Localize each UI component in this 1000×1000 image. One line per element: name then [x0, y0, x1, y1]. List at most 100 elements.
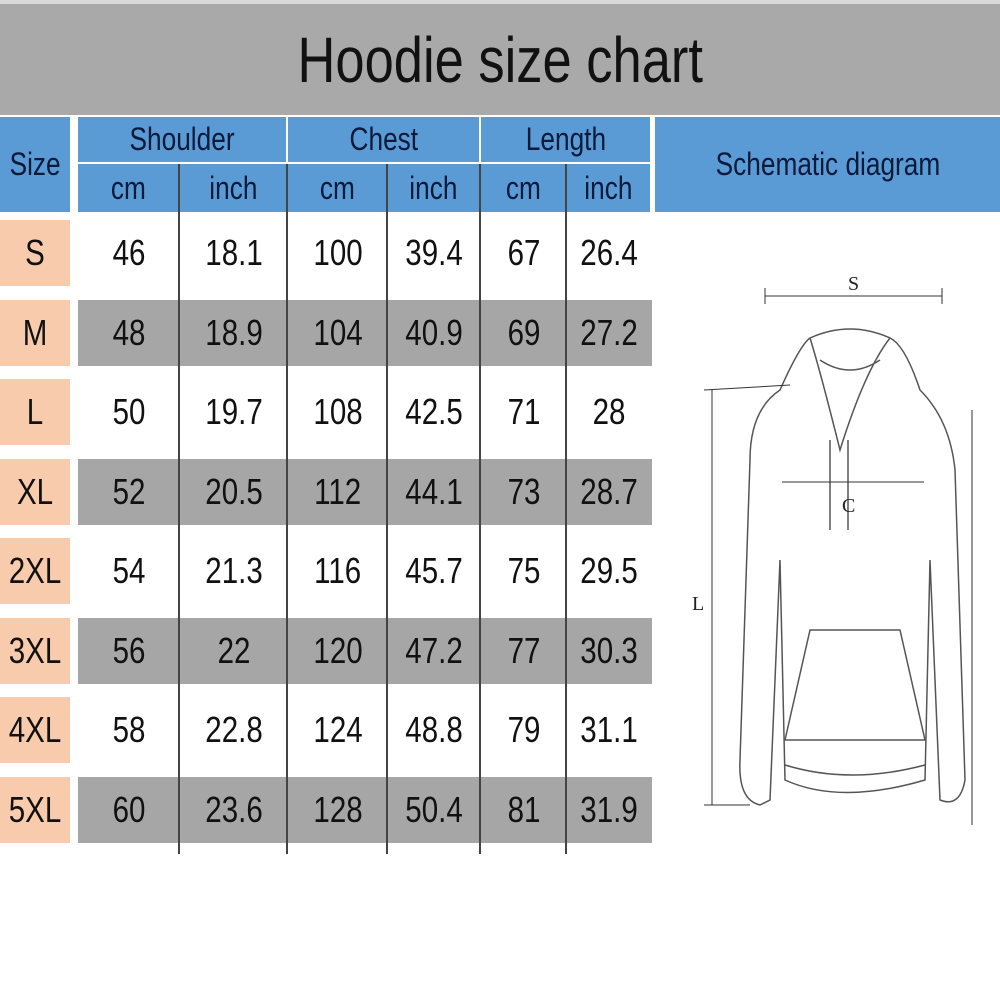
size-cell-text: 5XL	[8, 788, 62, 830]
value-cell-text: 39.4	[405, 232, 464, 273]
value-cell: 69	[481, 300, 567, 366]
value-cell-text: 30.3	[580, 629, 639, 671]
value-cell: 124	[288, 697, 388, 763]
value-cell: 116	[288, 538, 388, 604]
value-cell: 50	[78, 379, 180, 445]
value-cell: 112	[288, 459, 388, 525]
value-cell-text: 58	[112, 709, 146, 750]
unit-header: inch	[567, 164, 650, 212]
value-cell-text: 23.6	[205, 788, 263, 830]
row-band	[78, 538, 652, 604]
value-cell-text: 29.5	[580, 550, 639, 591]
value-cell: 28	[567, 379, 652, 445]
value-cell-text: 28	[593, 391, 626, 432]
size-cell: 4XL	[0, 697, 70, 763]
size-cell-text: M	[22, 311, 48, 353]
size-cell: XL	[0, 458, 70, 525]
size-cell-text: XL	[16, 470, 54, 512]
value-cell-text: 40.9	[405, 311, 464, 353]
row-band	[78, 458, 652, 525]
value-cell-text: 108	[313, 391, 363, 432]
value-cell: 60	[78, 777, 180, 843]
value-cell-text: 47.2	[405, 629, 464, 671]
unit-header-text: cm	[505, 169, 541, 206]
value-cell-text: 56	[112, 629, 146, 671]
value-cell-text: 79	[507, 709, 541, 750]
value-cell: 48.8	[388, 697, 481, 763]
value-cell: 30.3	[567, 618, 652, 684]
column-divider	[178, 164, 180, 854]
value-cell-text: 50.4	[405, 788, 464, 830]
value-cell: 75	[481, 538, 567, 604]
row-band	[78, 697, 652, 763]
drawstrings	[829, 440, 849, 530]
pocket	[784, 629, 926, 741]
column-divider	[386, 164, 388, 854]
value-cell-text: 81	[507, 788, 541, 830]
value-cell-text: 73	[507, 470, 541, 512]
value-cell-text: 18.1	[205, 232, 263, 273]
value-cell-text: 75	[507, 550, 541, 591]
value-cell-text: 42.5	[405, 391, 464, 432]
value-cell-text: 22	[217, 629, 251, 671]
value-cell: 120	[288, 618, 388, 684]
value-cell: 27.2	[567, 300, 652, 366]
size-header-text: Size	[9, 146, 61, 182]
size-cell-text: L	[26, 391, 44, 432]
label-l: L	[692, 593, 704, 615]
value-cell-text: 31.9	[580, 788, 639, 830]
column-divider	[565, 164, 567, 854]
value-cell-text: 112	[314, 470, 362, 512]
value-cell: 42.5	[388, 379, 481, 445]
value-cell: 56	[78, 618, 180, 684]
unit-header: inch	[180, 164, 286, 212]
size-cell: L	[0, 379, 70, 445]
value-cell: 22.8	[180, 697, 288, 763]
value-cell: 77	[481, 618, 567, 684]
value-cell: 128	[288, 777, 388, 843]
value-cell: 29.5	[567, 538, 652, 604]
value-cell-text: 104	[313, 311, 363, 353]
value-cell-text: 19.7	[205, 391, 263, 432]
value-cell: 28.7	[567, 459, 652, 525]
value-cell: 26.4	[567, 220, 652, 286]
value-cell: 104	[288, 300, 388, 366]
value-cell: 21.3	[180, 538, 288, 604]
value-cell: 81	[481, 777, 567, 843]
size-cell: S	[0, 220, 70, 286]
value-cell: 31.1	[567, 697, 652, 763]
hoodie-outline	[739, 328, 966, 806]
schematic-header: Schematic diagram	[655, 117, 1000, 212]
unit-header-text: inch	[208, 169, 258, 206]
hood	[809, 337, 891, 453]
value-cell-text: 28.7	[580, 470, 639, 512]
value-cell: 71	[481, 379, 567, 445]
value-cell-text: 21.3	[205, 550, 263, 591]
value-cell-text: 22.8	[205, 709, 263, 750]
value-cell: 58	[78, 697, 180, 763]
value-cell: 108	[288, 379, 388, 445]
unit-header-text: cm	[319, 169, 355, 206]
value-cell: 19.7	[180, 379, 288, 445]
value-cell: 47.2	[388, 618, 481, 684]
value-cell-text: 71	[507, 391, 541, 432]
page-title: Hoodie size chart	[0, 0, 1000, 115]
group-header-length-text: Length	[525, 121, 606, 157]
value-cell: 67	[481, 220, 567, 286]
hoodie-schematic: S C L	[692, 273, 973, 825]
value-cell-text: 20.5	[205, 470, 263, 512]
unit-header-text: inch	[584, 169, 633, 206]
value-cell-text: 77	[507, 629, 541, 671]
value-cell: 20.5	[180, 459, 288, 525]
value-cell-text: 45.7	[405, 550, 464, 591]
row-band	[78, 220, 652, 286]
group-header-shoulder-text: Shoulder	[129, 121, 235, 157]
title-text: Hoodie size chart	[297, 23, 703, 96]
unit-header: inch	[388, 164, 479, 212]
value-cell-text: 48.8	[405, 709, 464, 750]
value-cell-text: 124	[313, 709, 363, 750]
group-header-chest-text: Chest	[349, 121, 418, 157]
value-cell: 73	[481, 459, 567, 525]
size-cell: M	[0, 299, 70, 366]
value-cell-text: 54	[112, 550, 146, 591]
